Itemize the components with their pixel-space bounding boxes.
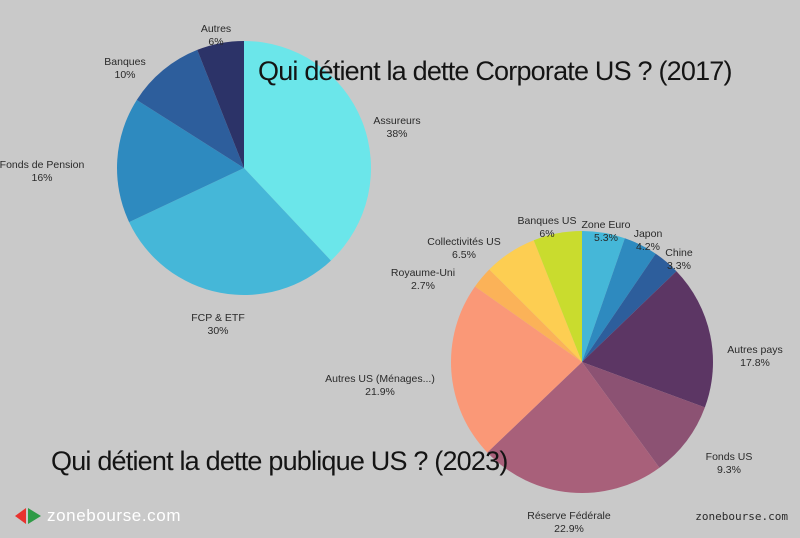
pie-slice: [129, 168, 331, 295]
pie-slice: [487, 362, 660, 494]
slice-label: Japon 4.2%: [634, 228, 663, 254]
slice-label: Autres US (Ménages...) 21.9%: [325, 373, 435, 399]
slice-percent: 10%: [114, 69, 136, 81]
pie-slice: [582, 238, 656, 362]
slice-label: Autres 6%: [201, 23, 231, 49]
pie-slice: [117, 99, 244, 223]
slice-name: FCP & ETF: [191, 312, 245, 324]
pie-slice: [136, 49, 244, 168]
slice-percent: 22.9%: [554, 523, 584, 535]
slice-label: FCP & ETF 30%: [191, 312, 244, 338]
slice-name: Assureurs: [373, 115, 421, 127]
chart-title-public: Qui détient la dette publique US ? (2023…: [51, 446, 508, 476]
pie-slice: [582, 362, 705, 468]
chart-title-corporate: Qui détient la dette Corporate US ? (201…: [258, 56, 733, 86]
slice-label: Fonds de Pension 16%: [0, 159, 84, 185]
pie-slice: [489, 240, 582, 362]
slice-percent: 38%: [386, 128, 408, 140]
slice-name: Fonds US: [705, 451, 753, 463]
slice-label: Fonds US 9.3%: [706, 451, 753, 477]
slice-percent: 2.7%: [411, 280, 435, 292]
slice-label: Zone Euro 5.3%: [581, 219, 630, 245]
slice-percent: 5.3%: [594, 232, 618, 244]
slice-name: Chine: [665, 247, 693, 259]
slice-name: Fonds de Pension: [0, 159, 85, 171]
brand-name: zonebourse.com: [47, 506, 182, 525]
pie-slice: [582, 271, 713, 408]
slice-name: Autres: [200, 23, 232, 35]
pie-slice: [582, 231, 625, 362]
slice-percent: 4.2%: [636, 241, 660, 253]
slice-percent: 21.9%: [365, 386, 395, 398]
pie-slice: [450, 286, 582, 453]
slice-percent: 6.5%: [452, 249, 476, 261]
slice-percent: 17.8%: [740, 357, 770, 369]
pie-slice: [533, 231, 582, 362]
slice-name: Banques: [104, 56, 146, 68]
slice-name: Réserve Fédérale: [527, 510, 611, 522]
slice-name: Royaume-Uni: [390, 267, 456, 279]
slice-name: Zone Euro: [581, 219, 631, 231]
slice-name: Autres US (Ménages...): [325, 373, 435, 385]
brand-logo[interactable]: zonebourse.com: [15, 505, 181, 527]
slice-percent: 6%: [208, 36, 224, 48]
slice-label: Collectivités US 6.5%: [427, 236, 501, 262]
watermark: zonebourse.com: [695, 510, 788, 523]
slice-percent: 6%: [539, 228, 555, 240]
slice-name: Japon: [633, 228, 663, 240]
slice-percent: 16%: [31, 172, 53, 184]
slice-label: Autres pays 17.8%: [727, 344, 782, 370]
pie-slice: [474, 269, 582, 362]
pie-slice: [197, 41, 244, 168]
slice-label: Banques 10%: [104, 56, 145, 82]
slice-label: Chine 3.3%: [665, 247, 692, 273]
slice-percent: 9.3%: [717, 464, 741, 476]
slice-name: Autres pays: [727, 344, 783, 356]
slice-label: Banques US 6%: [518, 215, 577, 241]
slice-name: Banques US: [517, 215, 577, 227]
slice-name: Collectivités US: [427, 236, 501, 248]
zonebourse-logo-icon: [15, 508, 41, 524]
pie-slice: [244, 41, 372, 261]
slice-percent: 3.3%: [667, 260, 691, 272]
pie-slice: [582, 253, 677, 362]
slice-label: Royaume-Uni 2.7%: [391, 267, 455, 293]
slice-label: Réserve Fédérale 22.9%: [527, 510, 610, 536]
slice-label: Assureurs 38%: [373, 115, 420, 141]
slice-percent: 30%: [207, 325, 229, 337]
